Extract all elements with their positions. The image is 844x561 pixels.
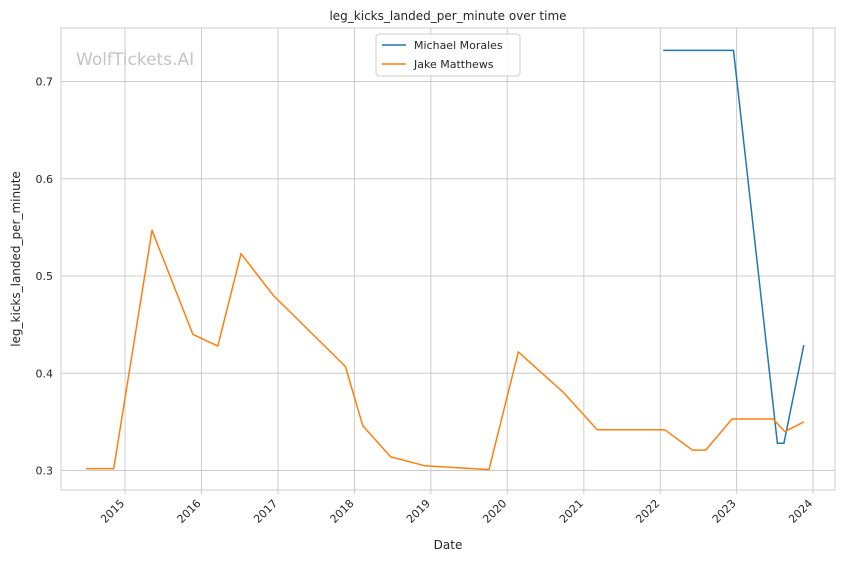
y-tick-label: 0.4 bbox=[36, 367, 54, 380]
x-tick-label: 2017 bbox=[251, 497, 280, 526]
series-line-michael-morales bbox=[663, 49, 805, 445]
watermark: WolfTickets.AI bbox=[76, 50, 194, 70]
series-lines bbox=[85, 49, 805, 471]
legend: Michael Morales Jake Matthews bbox=[375, 33, 521, 77]
legend-label-jake-matthews: Jake Matthews bbox=[413, 58, 494, 71]
x-tick-label: 2019 bbox=[404, 497, 433, 526]
x-tick-label: 2018 bbox=[328, 497, 357, 526]
x-tick-label: 2021 bbox=[557, 497, 586, 526]
y-tick-label: 0.3 bbox=[36, 465, 54, 478]
series-line-jake-matthews bbox=[85, 229, 805, 471]
x-tick-label: 2024 bbox=[786, 497, 815, 526]
plot-area-frame bbox=[60, 27, 836, 491]
x-tick-label: 2023 bbox=[710, 497, 739, 526]
tick-labels: 0.3 0.4 0.5 0.6 0.7 2015 2016 2017 2018 2019 2020 2… bbox=[36, 75, 816, 525]
grid bbox=[61, 28, 835, 490]
x-axis-label: Date bbox=[434, 538, 463, 552]
y-tick-label: 0.5 bbox=[36, 270, 54, 283]
y-axis-label: leg_kicks_landed_per_minute bbox=[9, 171, 23, 347]
x-tick-label: 2022 bbox=[633, 497, 662, 526]
legend-label-michael-morales: Michael Morales bbox=[414, 39, 503, 52]
y-tick-label: 0.6 bbox=[36, 173, 54, 186]
legend-box bbox=[375, 33, 521, 77]
chart-title: leg_kicks_landed_per_minute over time bbox=[329, 9, 566, 23]
x-tick-label: 2016 bbox=[175, 497, 204, 526]
x-tick-label: 2020 bbox=[480, 497, 509, 526]
x-tick-label: 2015 bbox=[98, 497, 127, 526]
y-tick-label: 0.7 bbox=[36, 75, 54, 88]
